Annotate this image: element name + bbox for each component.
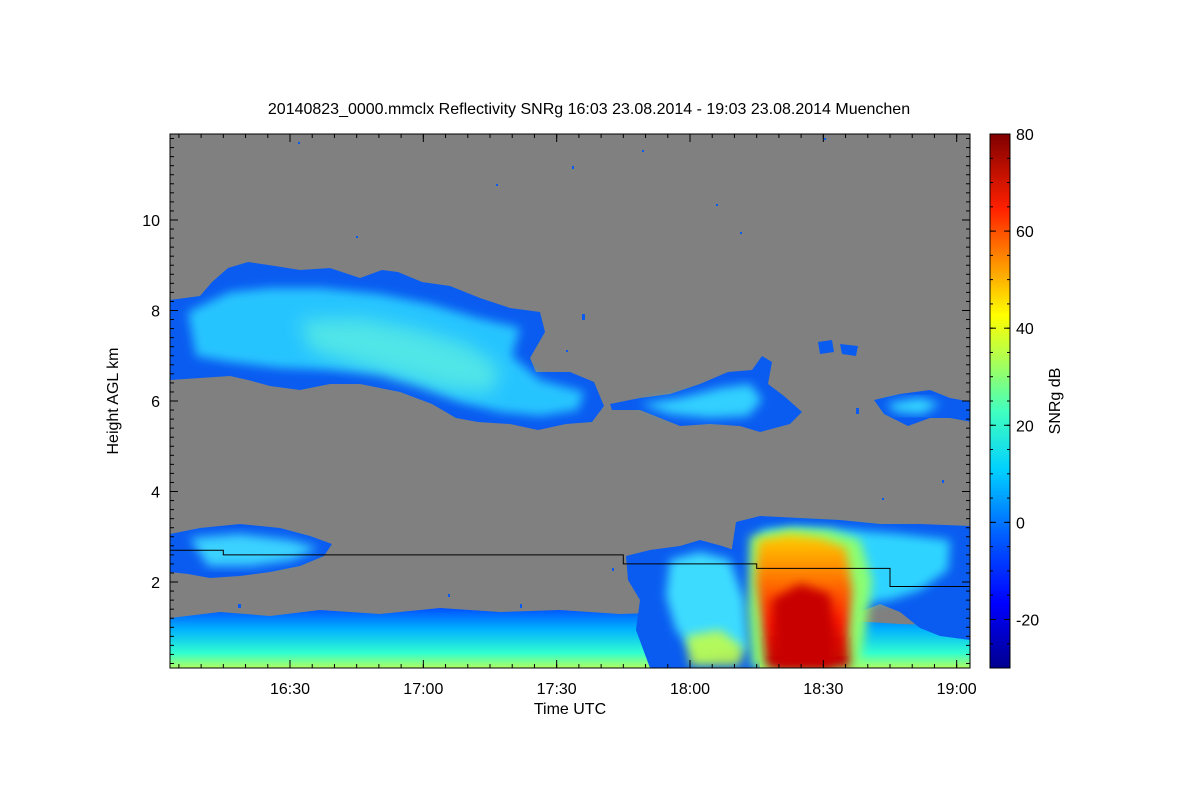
x-tick-label: 19:00 bbox=[937, 681, 977, 698]
colorbar-tick-label: 40 bbox=[1016, 321, 1034, 338]
x-tick-label: 16:30 bbox=[270, 681, 310, 698]
colorbar-tick-label: -20 bbox=[1016, 612, 1039, 629]
colorbar-tick-label: 60 bbox=[1016, 224, 1034, 241]
colorbar-tick-label: 80 bbox=[1016, 127, 1034, 144]
colorbar-label: SNRg dB bbox=[1047, 368, 1064, 435]
echo-convection-edge-bright bbox=[686, 630, 744, 666]
x-axis-label: Time UTC bbox=[534, 701, 606, 718]
colorbar-ticks: -20 0 20 40 60 80 bbox=[990, 127, 1039, 669]
echo-cirrus-mid-core bbox=[640, 384, 762, 418]
x-axis: 16:30 17:00 17:30 18:00 18:30 19:00 bbox=[178, 134, 977, 698]
x-tick-label: 17:00 bbox=[403, 681, 443, 698]
y-tick-label: 4 bbox=[151, 485, 160, 502]
plot-area bbox=[169, 133, 971, 669]
colorbar-tick-label: 20 bbox=[1016, 418, 1034, 435]
echo-cirrus-far-east-core bbox=[886, 398, 940, 414]
colorbar-tick-label: 0 bbox=[1016, 515, 1025, 532]
y-tick-label: 2 bbox=[151, 575, 160, 592]
echo-convection-edge-core bbox=[666, 552, 748, 660]
echo-noise bbox=[238, 138, 944, 608]
y-tick-label: 10 bbox=[142, 213, 160, 230]
echo-low-layer-west-core bbox=[190, 534, 318, 566]
echo-patch-high-2 bbox=[840, 344, 858, 356]
x-tick-label: 18:30 bbox=[803, 681, 843, 698]
y-tick-label: 8 bbox=[151, 303, 160, 320]
echo-convective-core-inner bbox=[772, 584, 836, 668]
colorbar: -20 0 20 40 60 80 SNRg dB bbox=[989, 127, 1064, 669]
echo-layer bbox=[170, 138, 970, 668]
echo-cirrus-west-bright bbox=[300, 318, 500, 392]
echo-patch-high bbox=[818, 340, 834, 354]
chart-title: 20140823_0000.mmclx Reflectivity SNRg 16… bbox=[268, 101, 910, 118]
x-tick-label: 18:00 bbox=[670, 681, 710, 698]
y-tick-label: 6 bbox=[151, 394, 160, 411]
x-tick-label: 17:30 bbox=[537, 681, 577, 698]
boundary-line bbox=[170, 549, 970, 587]
y-axis-label: Height AGL km bbox=[105, 347, 122, 454]
y-axis: 2 4 6 8 10 bbox=[142, 138, 970, 664]
